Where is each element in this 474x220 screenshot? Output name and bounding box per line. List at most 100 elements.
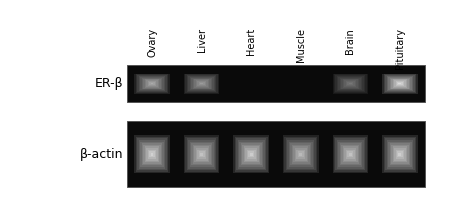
Bar <box>388 77 412 90</box>
Bar <box>239 141 263 167</box>
Text: Brain: Brain <box>346 28 356 54</box>
Bar <box>390 143 410 165</box>
Bar <box>390 78 410 89</box>
Bar <box>284 137 317 172</box>
Bar <box>250 153 253 156</box>
Bar <box>292 145 310 164</box>
Bar <box>343 146 358 162</box>
Bar <box>286 138 316 170</box>
Bar <box>146 148 158 161</box>
Bar <box>334 137 367 172</box>
Bar <box>289 141 313 167</box>
Bar <box>394 148 406 161</box>
Bar <box>142 78 163 89</box>
Bar <box>199 151 205 158</box>
Bar <box>149 82 155 85</box>
Bar <box>184 73 219 94</box>
Bar <box>247 150 255 159</box>
Bar <box>388 141 412 167</box>
Bar <box>233 135 269 173</box>
Bar <box>143 79 161 89</box>
Bar <box>336 75 365 92</box>
Bar <box>145 146 159 162</box>
Bar <box>237 138 266 170</box>
Bar <box>395 150 404 159</box>
Bar <box>151 153 154 156</box>
Bar <box>399 83 401 84</box>
Bar <box>196 148 208 161</box>
Bar <box>244 146 259 162</box>
Bar <box>391 79 409 89</box>
Text: Liver: Liver <box>197 28 207 52</box>
Bar <box>147 81 156 86</box>
Bar <box>291 143 311 165</box>
Bar <box>399 153 401 156</box>
Bar <box>382 135 418 173</box>
Bar <box>137 75 167 92</box>
Bar <box>196 80 208 87</box>
Bar <box>134 73 170 94</box>
Text: Heart: Heart <box>246 28 256 55</box>
Bar <box>391 145 409 164</box>
Bar <box>245 148 257 161</box>
Bar <box>190 141 213 167</box>
Bar <box>192 145 210 164</box>
Bar <box>151 83 154 84</box>
Bar <box>338 141 362 167</box>
Bar <box>337 76 364 91</box>
Bar <box>188 140 215 169</box>
Bar <box>194 146 209 162</box>
Bar <box>394 80 406 87</box>
Bar <box>347 82 353 85</box>
Bar <box>341 79 359 89</box>
Bar <box>392 146 408 162</box>
Bar <box>185 137 218 172</box>
Bar <box>333 73 368 94</box>
Bar <box>238 140 264 169</box>
Bar <box>140 77 164 90</box>
Bar <box>197 150 206 159</box>
Bar <box>395 81 404 86</box>
Bar <box>146 80 158 87</box>
Text: Ovary: Ovary <box>147 28 157 57</box>
Bar <box>397 151 403 158</box>
Bar <box>295 148 307 161</box>
Text: β-actin: β-actin <box>80 148 124 161</box>
Bar <box>200 83 203 84</box>
Bar <box>346 150 355 159</box>
Bar <box>197 81 206 86</box>
Bar <box>298 151 304 158</box>
Bar <box>387 76 413 91</box>
Bar <box>138 76 165 91</box>
Bar <box>337 140 364 169</box>
Bar <box>192 79 210 89</box>
Bar <box>340 143 361 165</box>
Bar <box>338 77 362 90</box>
Bar <box>385 138 415 170</box>
Bar <box>235 137 267 172</box>
Text: Muscle: Muscle <box>296 28 306 62</box>
Bar <box>296 150 305 159</box>
Bar <box>242 145 260 164</box>
Bar <box>190 77 213 90</box>
Bar <box>382 73 418 94</box>
Bar <box>387 140 413 169</box>
Bar <box>383 137 416 172</box>
Bar <box>349 83 352 84</box>
Bar <box>143 145 161 164</box>
Bar <box>127 121 425 187</box>
Bar <box>199 82 205 85</box>
Bar <box>343 79 358 88</box>
Bar <box>187 138 217 170</box>
Bar <box>194 79 209 88</box>
Bar <box>136 74 168 93</box>
Bar <box>187 75 217 92</box>
Bar <box>392 79 408 88</box>
Bar <box>147 150 156 159</box>
Bar <box>138 140 165 169</box>
Bar <box>293 146 308 162</box>
Bar <box>185 74 218 93</box>
Text: Pituitary: Pituitary <box>395 28 405 69</box>
Bar <box>188 76 215 91</box>
Bar <box>349 153 352 156</box>
